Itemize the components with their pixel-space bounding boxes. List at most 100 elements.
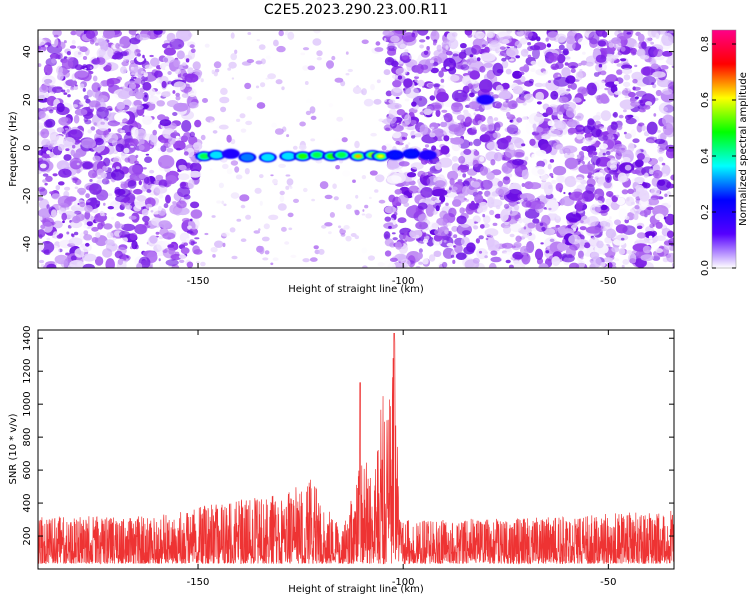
heatmap-noise-speck	[128, 90, 136, 97]
heatmap-y-tick-label: 20	[22, 93, 33, 106]
heatmap-noise-speck	[270, 174, 274, 177]
heatmap-noise-speck	[82, 161, 93, 169]
heatmap-noise-speck	[175, 30, 192, 42]
heatmap-noise-speck	[472, 31, 480, 39]
heatmap-y-tick-label: 40	[22, 45, 33, 58]
heatmap-noise-speck	[422, 177, 431, 186]
heatmap-noise-speck	[50, 209, 57, 218]
heatmap-noise-speck	[220, 106, 227, 113]
heatmap-noise-speck	[45, 175, 53, 182]
heatmap-noise-speck	[571, 224, 578, 230]
heatmap-noise-speck	[172, 219, 185, 232]
heatmap-noise-speck	[655, 33, 660, 39]
heatmap-noise-speck	[642, 66, 651, 76]
heatmap-noise-speck	[305, 110, 311, 116]
heatmap-noise-speck	[73, 86, 79, 90]
colorbar-tick-label: 0.4	[700, 148, 711, 164]
heatmap-noise-speck	[612, 111, 618, 118]
heatmap-noise-speck	[387, 158, 398, 169]
heatmap-noise-speck	[417, 202, 428, 210]
heatmap-noise-speck	[501, 60, 509, 69]
heatmap-noise-speck	[473, 150, 480, 156]
heatmap-noise-speck	[211, 215, 216, 218]
heatmap-noise-speck	[518, 71, 525, 76]
heatmap-noise-speck	[599, 220, 608, 227]
heatmap-noise-speck	[487, 239, 500, 251]
heatmap-noise-speck	[524, 156, 529, 161]
heatmap-noise-speck	[528, 112, 545, 126]
heatmap-noise-speck	[520, 48, 529, 57]
heatmap-noise-speck	[564, 176, 577, 188]
heatmap-noise-speck	[152, 109, 158, 114]
heatmap-noise-speck	[70, 255, 77, 261]
heatmap-noise-speck	[384, 216, 392, 222]
heatmap-noise-speck	[671, 65, 674, 68]
heatmap-noise-speck	[389, 257, 398, 262]
heatmap-noise-speck	[496, 138, 509, 150]
heatmap-noise-speck	[649, 223, 655, 228]
heatmap-noise-speck	[399, 43, 406, 49]
heatmap-noise-speck	[428, 254, 436, 262]
heatmap-noise-speck	[173, 81, 186, 91]
heatmap-noise-speck	[141, 206, 145, 210]
heatmap-noise-speck	[463, 148, 472, 155]
heatmap-noise-speck	[220, 232, 230, 237]
heatmap-noise-speck	[636, 153, 645, 161]
heatmap-noise-speck	[46, 263, 57, 268]
heatmap-noise-speck	[175, 95, 181, 101]
heatmap-noise-speck	[655, 56, 665, 61]
heatmap-noise-speck	[405, 86, 420, 99]
heatmap-noise-speck	[492, 132, 501, 139]
heatmap-noise-speck	[130, 126, 139, 138]
heatmap-noise-speck	[638, 99, 643, 104]
heatmap-noise-speck	[566, 119, 578, 128]
heatmap-noise-speck	[300, 52, 306, 56]
heatmap-noise-speck	[488, 91, 494, 96]
heatmap-noise-speck	[391, 130, 402, 139]
heatmap-noise-speck	[504, 147, 516, 158]
heatmap-noise-speck	[539, 194, 545, 200]
heatmap-noise-speck	[82, 219, 87, 223]
heatmap-noise-speck	[600, 110, 612, 121]
heatmap-noise-speck	[70, 149, 76, 156]
heatmap-noise-speck	[524, 30, 533, 41]
heatmap-noise-speck	[70, 30, 77, 36]
heatmap-noise-speck	[500, 210, 509, 222]
heatmap-noise-speck	[67, 94, 71, 98]
heatmap-noise-speck	[506, 124, 519, 135]
heatmap-noise-speck	[375, 174, 385, 183]
heatmap-noise-speck	[183, 132, 192, 139]
heatmap-noise-speck	[210, 119, 214, 125]
heatmap-noise-speck	[603, 181, 612, 189]
heatmap-noise-speck	[177, 173, 190, 181]
heatmap-noise-speck	[49, 191, 55, 195]
heatmap-noise-speck	[608, 56, 613, 62]
heatmap-noise-speck	[328, 231, 332, 235]
heatmap-noise-speck	[111, 169, 125, 181]
heatmap-noise-speck	[81, 253, 97, 262]
heatmap-noise-speck	[618, 208, 628, 221]
heatmap-noise-speck	[84, 67, 87, 70]
heatmap-noise-speck	[491, 169, 502, 176]
heatmap-noise-speck	[501, 242, 514, 249]
heatmap-noise-speck	[102, 248, 113, 258]
heatmap-noise-speck	[152, 129, 157, 136]
heatmap-noise-speck	[586, 216, 599, 227]
snr-x-tick-label: -100	[392, 577, 415, 588]
heatmap-noise-speck	[89, 66, 93, 69]
heatmap-noise-speck	[158, 155, 175, 169]
heatmap-noise-speck	[129, 138, 139, 146]
heatmap-noise-speck	[38, 241, 45, 252]
heatmap-noise-speck	[189, 218, 193, 222]
heatmap-noise-speck	[555, 215, 560, 220]
heatmap-noise-speck	[310, 138, 316, 142]
heatmap-noise-speck	[466, 242, 476, 253]
heatmap-noise-speck	[72, 215, 81, 224]
heatmap-noise-speck	[172, 112, 178, 116]
heatmap-noise-speck	[244, 168, 250, 175]
heatmap-noise-speck	[167, 71, 172, 75]
heatmap-noise-speck	[183, 194, 191, 200]
heatmap-noise-speck	[624, 96, 630, 99]
heatmap-noise-speck	[576, 126, 582, 130]
heatmap-noise-speck	[168, 248, 175, 255]
